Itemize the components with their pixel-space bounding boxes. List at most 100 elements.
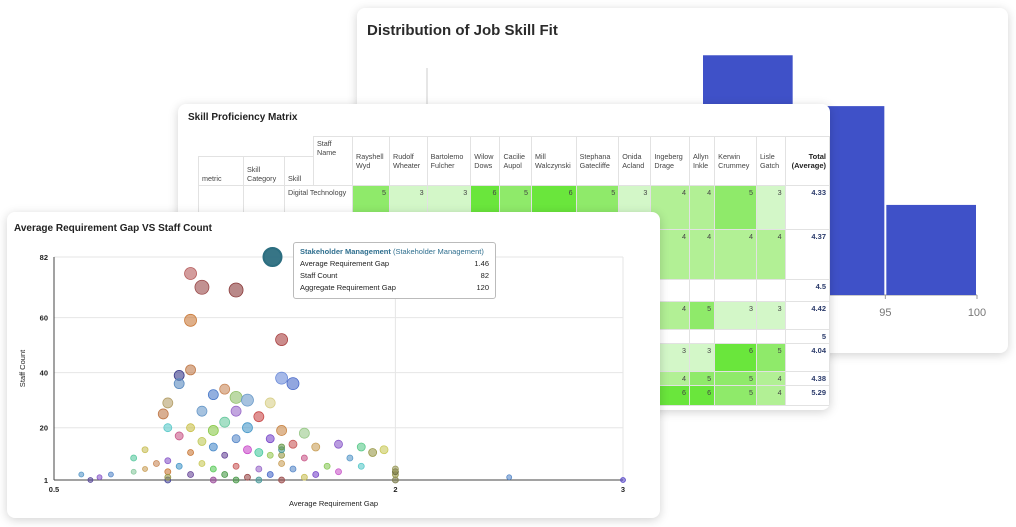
data-point <box>174 431 184 441</box>
data-point <box>244 473 251 481</box>
x-axis-label: Average Requirement Gap <box>289 499 378 508</box>
data-point <box>278 443 286 451</box>
header-skill: Skill <box>284 156 314 186</box>
data-point <box>264 397 276 409</box>
proficiency-cell: 5 <box>714 371 757 386</box>
data-point <box>253 411 265 423</box>
proficiency-cell <box>714 329 757 344</box>
data-point <box>187 449 194 456</box>
proficiency-cell: 5 <box>714 185 757 230</box>
data-point <box>175 462 183 470</box>
header-staff-name: Staff Name <box>313 136 353 186</box>
tooltip-value: 1.46 <box>474 259 489 268</box>
proficiency-cell: 5 <box>755 343 786 372</box>
y-tick-label: 60 <box>40 314 48 323</box>
histogram-bar <box>886 204 976 295</box>
proficiency-cell: 3 <box>755 185 786 230</box>
staff-column-header: Kerwin Crummey <box>714 136 757 186</box>
proficiency-cell: 6 <box>688 385 716 406</box>
matrix-header-row-1: Staff Name Rayshell Wyd Rudolf Wheater Bar… <box>198 136 830 186</box>
proficiency-cell: 4 <box>688 229 716 280</box>
data-point <box>221 451 229 459</box>
data-point <box>228 282 244 298</box>
data-point <box>196 405 208 417</box>
data-point <box>164 457 172 465</box>
scatter-card: Average Requirement Gap VS Staff Count 1… <box>7 212 660 518</box>
data-point <box>230 405 242 417</box>
data-point <box>335 468 342 476</box>
proficiency-cell <box>688 279 716 302</box>
proficiency-cell: 4 <box>755 371 786 386</box>
staff-column-header: Rayshell Wyd <box>351 136 391 186</box>
data-point <box>198 460 206 467</box>
row-total-cell: 4.38 <box>784 371 830 386</box>
tooltip-label: Average Requirement Gap <box>300 259 390 268</box>
data-point <box>312 471 320 478</box>
data-point <box>184 313 197 327</box>
staff-column-header: Onida Acland <box>618 136 652 186</box>
row-total-cell: 4.5 <box>784 279 830 302</box>
x-tick-label: 100 <box>968 307 986 319</box>
data-point <box>265 434 275 444</box>
proficiency-cell: 4 <box>650 185 690 230</box>
x-tick-label: 2 <box>393 485 397 494</box>
proficiency-cell <box>755 279 786 302</box>
data-point <box>96 474 103 481</box>
data-point <box>221 471 229 478</box>
data-point <box>289 465 297 473</box>
staff-column-header: Wilow Dows <box>470 136 501 186</box>
data-point <box>300 473 308 481</box>
matrix-header-row-2: metric Skill Category Skill <box>198 156 830 186</box>
x-tick-label: 0.5 <box>49 485 59 494</box>
data-point <box>130 468 137 475</box>
data-point <box>356 442 366 452</box>
data-point <box>243 445 252 455</box>
tooltip-name: Stakeholder Management <box>300 247 391 256</box>
data-point <box>87 477 94 483</box>
row-total-cell: 5.29 <box>784 385 830 406</box>
data-point <box>391 476 399 484</box>
data-point <box>209 476 217 484</box>
data-point <box>78 471 85 478</box>
scatter-title: Average Requirement Gap VS Staff Count <box>14 223 212 234</box>
data-point <box>242 422 253 434</box>
data-point <box>219 383 231 395</box>
histogram-title: Distribution of Job Skill Fit <box>367 22 558 39</box>
data-point <box>208 442 218 452</box>
data-point <box>278 451 286 459</box>
data-point <box>130 454 138 462</box>
data-point <box>163 423 173 433</box>
y-tick-label: 82 <box>40 253 48 262</box>
data-point <box>262 247 283 267</box>
data-point <box>323 462 331 470</box>
y-tick-label: 20 <box>40 424 48 433</box>
staff-column-header: Ingeberg Drage <box>650 136 690 186</box>
proficiency-cell: 3 <box>688 343 716 372</box>
staff-column-header: Mill Walczynski <box>531 136 577 186</box>
data-point <box>164 473 172 481</box>
data-point <box>255 465 263 473</box>
data-point <box>334 439 343 449</box>
y-tick-label: 40 <box>40 369 48 378</box>
proficiency-cell: 4 <box>755 229 786 280</box>
staff-column-header: Rudolf Wheater <box>389 136 428 186</box>
data-point <box>197 437 207 446</box>
total-column-header: Total (Average) <box>784 136 830 186</box>
proficiency-cell <box>688 329 716 344</box>
data-point <box>275 371 289 385</box>
y-tick-label: 1 <box>44 476 48 485</box>
data-point <box>379 445 389 455</box>
row-total-cell: 5 <box>784 329 830 344</box>
data-point <box>620 477 626 483</box>
data-point <box>311 442 321 452</box>
data-point <box>368 448 378 457</box>
data-point <box>194 279 210 295</box>
matrix-corner <box>198 136 314 157</box>
staff-column-header: Stephana Gatecliffe <box>575 136 620 186</box>
y-axis-label: Staff Count <box>18 349 27 387</box>
data-point <box>173 378 185 390</box>
proficiency-cell <box>755 329 786 344</box>
data-point <box>506 474 513 481</box>
data-point <box>184 267 197 280</box>
tooltip-header: Stakeholder Management (Stakeholder Mana… <box>300 247 489 256</box>
